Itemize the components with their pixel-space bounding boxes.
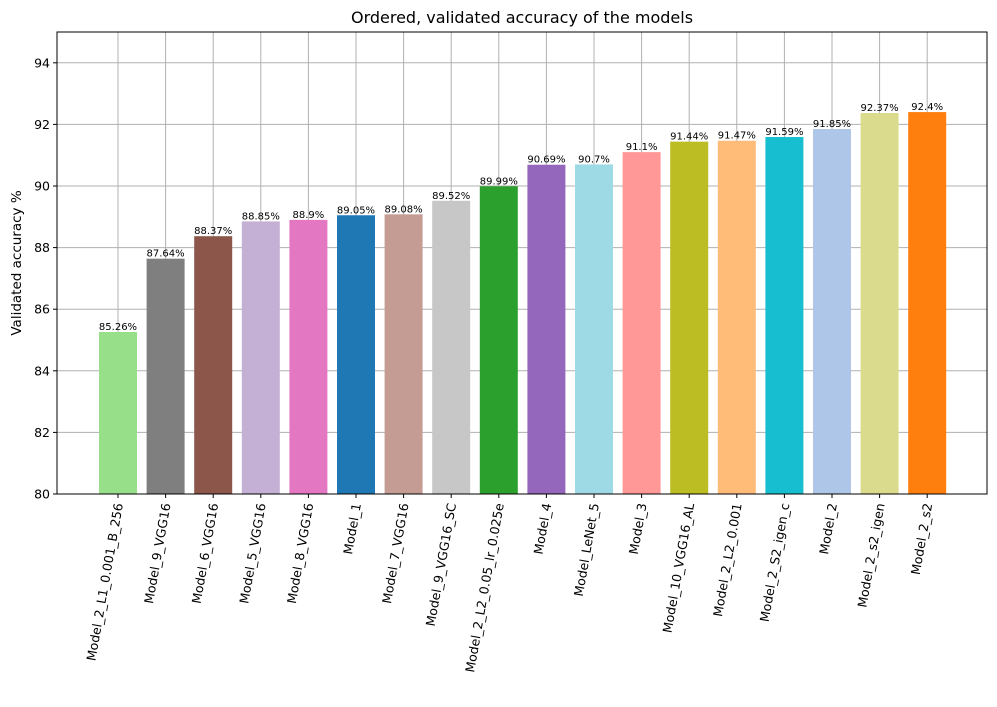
bar-value-label: 91.44% xyxy=(670,132,708,143)
bar xyxy=(479,186,518,495)
y-axis-ticks: 80 82 84 86 88 90 92 94 xyxy=(34,55,57,502)
bar xyxy=(337,215,375,494)
bar xyxy=(813,129,851,494)
bar-value-label: 92.37% xyxy=(861,103,899,114)
x-tick-label: Model_2 xyxy=(816,502,840,556)
x-tick-label: Model_2_L1_0.001_B_256 xyxy=(83,502,126,662)
x-tick-label: Model_10_VGG16_AL xyxy=(660,502,698,634)
x-tick-label: Model_2_L2_0.001 xyxy=(710,502,745,618)
bar xyxy=(384,214,423,494)
x-tick-label: Model_6_VGG16 xyxy=(189,502,221,605)
bars xyxy=(99,112,947,495)
x-tick-label: Model_5_VGG16 xyxy=(236,502,268,605)
bar xyxy=(908,112,947,494)
bar-value-label: 91.1% xyxy=(626,142,658,153)
y-tick-label: 80 xyxy=(34,487,50,502)
y-tick-label: 84 xyxy=(34,363,50,378)
x-tick-label: Model_2_s2 xyxy=(908,502,935,576)
y-tick-label: 82 xyxy=(34,425,50,440)
x-tick-label: Model_2_S2_igen_c xyxy=(757,502,793,623)
y-tick-label: 90 xyxy=(34,179,50,194)
x-tick-label: Model_LeNet_5 xyxy=(571,502,602,598)
x-axis-ticks: Model_2_L1_0.001_B_256 Model_9_VGG16 Model… xyxy=(83,494,935,673)
plot-frame xyxy=(56,31,988,495)
bar-value-label: 89.08% xyxy=(385,204,423,215)
bar xyxy=(717,140,756,494)
bar-value-label: 88.9% xyxy=(293,210,325,221)
x-tick-label: Model_4 xyxy=(531,502,555,556)
y-tick-label: 86 xyxy=(34,302,50,317)
bar xyxy=(432,200,471,494)
y-tick-label: 92 xyxy=(34,117,50,132)
bar xyxy=(527,164,566,495)
bar-value-label: 88.85% xyxy=(242,211,280,222)
bar-value-label: 90.69% xyxy=(527,155,565,166)
bar-value-label: 91.47% xyxy=(718,131,756,142)
bar-value-label: 91.59% xyxy=(765,127,803,138)
bar xyxy=(860,113,899,494)
x-tick-label: Model_3 xyxy=(626,502,650,556)
bar-value-label: 89.05% xyxy=(337,205,375,216)
bar xyxy=(575,164,613,494)
bar xyxy=(670,141,709,494)
bar-value-label: 87.64% xyxy=(147,249,185,260)
x-tick-label: Model_8_VGG16 xyxy=(284,502,316,605)
x-tick-label: Model_2_L2_0.05_lr_0.025e xyxy=(462,502,507,674)
bar xyxy=(194,236,233,495)
bar-value-label: 91.85% xyxy=(813,119,851,130)
bar xyxy=(765,137,804,494)
x-tick-label: Model_7_VGG16 xyxy=(379,502,411,605)
x-tick-label: Model_2_s2_igen xyxy=(854,502,887,609)
bar-value-label: 92.4% xyxy=(911,102,943,113)
bar xyxy=(289,219,328,494)
bar-value-label: 89.52% xyxy=(432,191,470,202)
x-tick-label: Model_1 xyxy=(340,502,364,556)
y-tick-label: 94 xyxy=(34,55,50,70)
bar-value-label: 89.99% xyxy=(480,176,518,187)
bar xyxy=(622,152,661,494)
bar xyxy=(146,258,185,494)
x-tick-label: Model_9_VGG16_SC xyxy=(423,502,459,628)
bar-value-label: 88.37% xyxy=(194,226,232,237)
y-tick-label: 88 xyxy=(34,240,50,255)
value-labels: 85.26% 87.64% 88.37% 88.85% 88.9% 89.05% 89.08… xyxy=(99,102,943,333)
bar-value-label: 85.26% xyxy=(99,322,137,333)
y-axis-title: Validated accuracy % xyxy=(9,190,25,335)
chart-title: Ordered, validated accuracy of the model… xyxy=(351,8,693,27)
bar xyxy=(99,331,137,494)
x-tick-label: Model_9_VGG16 xyxy=(141,502,173,605)
bar-value-label: 90.7% xyxy=(578,154,610,165)
bar xyxy=(241,221,280,495)
